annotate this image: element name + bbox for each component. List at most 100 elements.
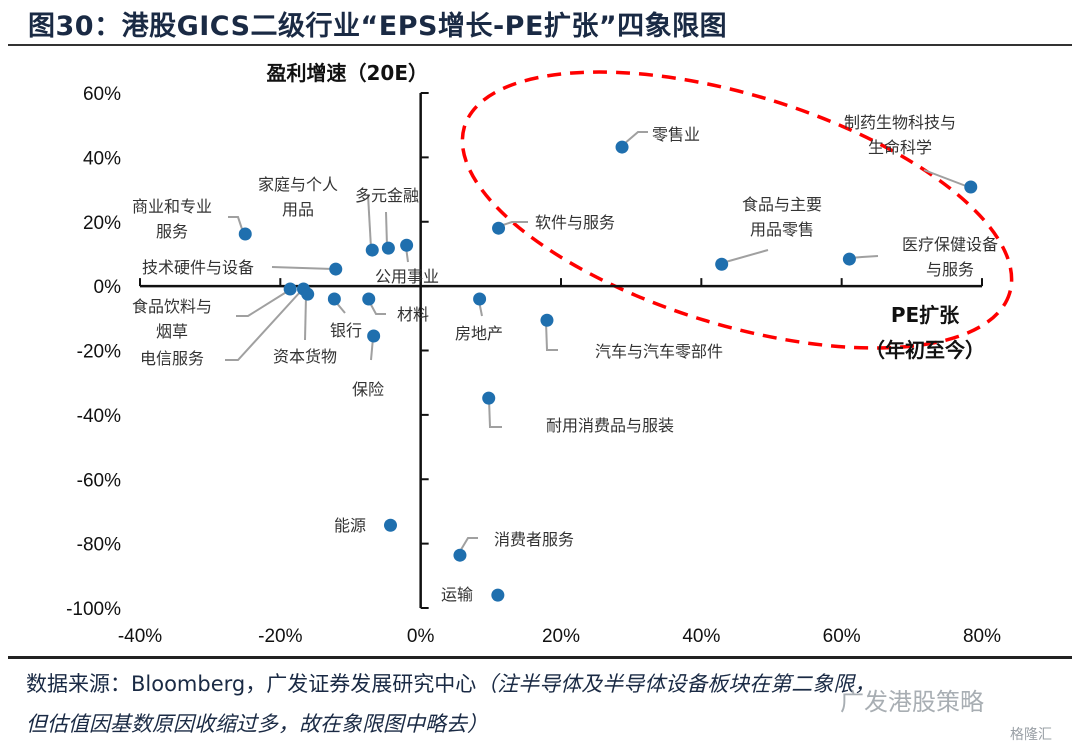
point-label-line: 房地产 bbox=[455, 324, 503, 343]
data-point bbox=[473, 292, 487, 306]
x-tick-label: 80% bbox=[963, 626, 1001, 647]
leader-line bbox=[236, 290, 289, 317]
point-label: 房地产 bbox=[455, 324, 503, 343]
y-tick-label: 60% bbox=[83, 84, 121, 105]
y-tick-label: -80% bbox=[77, 535, 121, 556]
point-label: 软件与服务 bbox=[535, 213, 615, 232]
watermark-text: 广发港股策略 bbox=[840, 688, 984, 716]
point-label: 材料 bbox=[397, 305, 429, 324]
point-label-line: 银行 bbox=[330, 321, 362, 340]
point-label: 资本货物 bbox=[273, 347, 337, 366]
x-tick-label: -40% bbox=[118, 626, 162, 647]
data-point bbox=[482, 391, 496, 405]
leader-line bbox=[367, 194, 372, 249]
point-label: 制药生物科技与生命科学 bbox=[844, 113, 956, 157]
point-label: 食品饮料与烟草 bbox=[132, 297, 212, 341]
point-label-line: 商业和专业 bbox=[132, 197, 212, 216]
point-label-line: 家庭与个人 bbox=[258, 175, 338, 194]
source-note-1: （注半导体及半导体设备板块在第二象限， bbox=[476, 672, 876, 696]
x-axis-title-line1: PE扩张 bbox=[891, 303, 960, 327]
point-label: 电信服务 bbox=[140, 349, 204, 368]
point-label: 汽车与汽车零部件 bbox=[595, 342, 723, 361]
point-label-line: 用品 bbox=[282, 200, 314, 219]
point-label-line: 与服务 bbox=[926, 260, 974, 279]
leader-line bbox=[304, 295, 307, 341]
leader-line bbox=[721, 249, 769, 264]
leader-line bbox=[488, 398, 502, 428]
leader-line bbox=[923, 169, 967, 187]
point-label-line: 服务 bbox=[156, 222, 188, 241]
leader-line bbox=[623, 131, 648, 145]
data-point bbox=[301, 287, 315, 301]
point-label: 银行 bbox=[330, 321, 362, 340]
point-label-line: 耐用消费品与服装 bbox=[546, 416, 674, 435]
point-label-line: 用品零售 bbox=[750, 220, 814, 239]
point-label-line: 材料 bbox=[397, 305, 429, 324]
point-label: 运输 bbox=[441, 585, 473, 604]
point-label-line: 运输 bbox=[441, 585, 473, 604]
data-point bbox=[362, 292, 376, 306]
point-label: 零售业 bbox=[652, 125, 700, 144]
leader-line bbox=[368, 300, 386, 315]
y-tick-label: -20% bbox=[77, 342, 121, 363]
data-point bbox=[283, 282, 297, 296]
point-label-line: 资本货物 bbox=[273, 347, 337, 366]
bottom-rule bbox=[8, 656, 1072, 659]
leader-line bbox=[271, 266, 334, 270]
x-tick-label: -20% bbox=[258, 626, 302, 647]
data-point bbox=[615, 140, 629, 154]
data-point bbox=[327, 292, 341, 306]
point-label: 多元金融 bbox=[355, 186, 419, 205]
x-tick-label: 60% bbox=[823, 626, 861, 647]
data-point bbox=[491, 588, 505, 602]
point-label-line: 多元金融 bbox=[355, 186, 419, 205]
point-label-line: 公用事业 bbox=[375, 267, 439, 286]
point-label-line: 电信服务 bbox=[140, 349, 204, 368]
point-label: 商业和专业服务 bbox=[132, 197, 212, 241]
x-tick-label: 20% bbox=[542, 626, 580, 647]
point-label-line: 技术硬件与设备 bbox=[142, 258, 254, 277]
y-tick-label: -100% bbox=[66, 599, 121, 620]
data-point bbox=[238, 227, 252, 241]
y-axis-title: 盈利增速（20E） bbox=[266, 61, 429, 85]
watermark-logo: 格隆汇 bbox=[1010, 727, 1052, 743]
y-tick-label: -40% bbox=[77, 406, 121, 427]
point-label-line: 消费者服务 bbox=[494, 530, 574, 549]
point-label-line: 软件与服务 bbox=[535, 213, 615, 232]
point-label: 技术硬件与设备 bbox=[142, 258, 254, 277]
x-tick-label: 0% bbox=[407, 626, 435, 647]
point-label-line: 生命科学 bbox=[868, 138, 932, 157]
scatter-chart: 60% 40% 20% 0% -20% -40% -60% -80% -100% -40% -20%… bbox=[66, 61, 1014, 647]
data-point bbox=[383, 518, 397, 532]
data-point bbox=[842, 252, 856, 266]
top-rule bbox=[8, 44, 1072, 46]
data-point bbox=[367, 329, 381, 343]
leader-line bbox=[385, 211, 388, 247]
point-label: 保险 bbox=[352, 380, 384, 399]
y-tick-label: 40% bbox=[83, 148, 121, 169]
y-tick-label: 0% bbox=[94, 277, 122, 298]
point-label: 医疗保健设备与服务 bbox=[902, 235, 998, 279]
data-point bbox=[453, 548, 467, 562]
point-label-line: 能源 bbox=[334, 516, 366, 535]
x-axis-title-line2: （年初至今） bbox=[865, 338, 985, 362]
y-tick-label: 20% bbox=[83, 213, 121, 234]
point-label: 能源 bbox=[334, 516, 366, 535]
y-tick-label: -60% bbox=[77, 470, 121, 491]
point-label: 公用事业 bbox=[375, 267, 439, 286]
data-point bbox=[365, 243, 379, 257]
point-label-line: 保险 bbox=[352, 380, 384, 399]
data-point bbox=[492, 221, 506, 235]
data-point bbox=[381, 241, 395, 255]
point-label-line: 制药生物科技与 bbox=[844, 113, 956, 132]
highlight-ellipse bbox=[460, 70, 1014, 350]
figure-title: 图30：港股GICS二级行业“EPS增长-PE扩张”四象限图 bbox=[28, 11, 728, 42]
point-label-line: 零售业 bbox=[652, 125, 700, 144]
leader-line bbox=[225, 290, 302, 361]
data-point bbox=[400, 238, 414, 252]
data-point bbox=[964, 180, 978, 194]
data-point bbox=[329, 262, 343, 276]
source-line: 数据来源：Bloomberg，广发证券发展研究中心（注半导体及半导体设备板块在第… bbox=[26, 668, 875, 698]
point-label: 耐用消费品与服装 bbox=[546, 416, 674, 435]
point-label-line: 烟草 bbox=[156, 322, 188, 341]
